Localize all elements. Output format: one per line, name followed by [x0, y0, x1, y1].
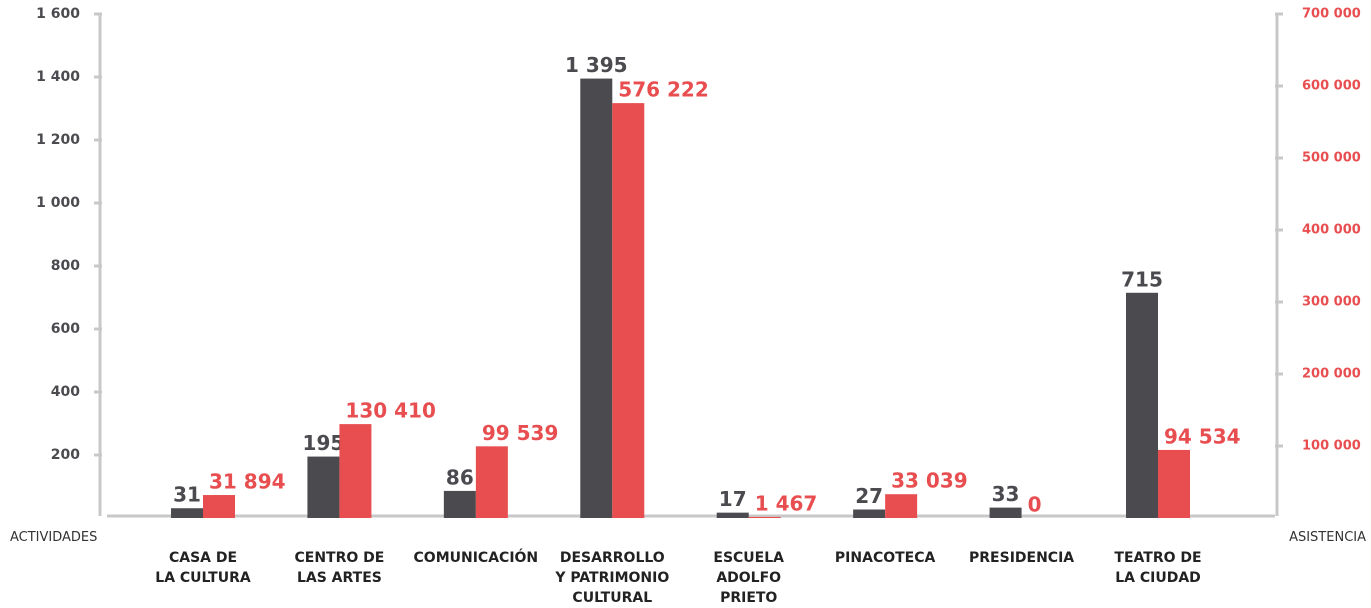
- value-label: 195: [303, 431, 345, 455]
- bar: [716, 512, 749, 518]
- value-label: 715: [1121, 267, 1163, 291]
- y2-tick-label: 300 000: [1302, 295, 1361, 310]
- y2-tick-label: 500 000: [1302, 151, 1361, 166]
- bar: [443, 490, 476, 518]
- bar: [339, 424, 372, 518]
- y-axis-label: ACTIVIDADES: [10, 530, 98, 545]
- value-label: 27: [855, 484, 883, 508]
- bar: [475, 446, 508, 518]
- value-label: 31: [173, 483, 201, 507]
- x-tick-label: CASA DE LA CULTURA: [155, 550, 251, 586]
- y-tick-label: 1 200: [36, 132, 80, 148]
- value-label: 94 534: [1164, 424, 1241, 448]
- y2-tick-label: 400 000: [1302, 223, 1361, 238]
- value-label: 0: [1028, 493, 1042, 517]
- value-label: 33 039: [891, 469, 968, 493]
- value-label: 1 395: [565, 53, 628, 77]
- y-tick-label: 1 000: [36, 195, 80, 211]
- y2-axis-label: ASISTENCIA: [1289, 530, 1366, 545]
- bar: [748, 516, 781, 518]
- y2-tick-label: 200 000: [1302, 367, 1361, 382]
- y-tick-label: 800: [51, 258, 80, 274]
- value-label: 31 894: [209, 470, 286, 494]
- value-label: 86: [446, 465, 474, 489]
- x-tick-label: CENTRO DE LAS ARTES: [294, 550, 385, 586]
- value-label: 99 539: [482, 421, 559, 445]
- y-tick-label: 1 400: [36, 69, 80, 85]
- y2-tick-label: 100 000: [1302, 439, 1361, 454]
- y-tick-label: 200: [51, 447, 80, 463]
- value-label: 33: [992, 482, 1020, 506]
- y2-tick-label: 700 000: [1302, 7, 1361, 22]
- value-label: 130 410: [345, 399, 435, 423]
- bar: [171, 508, 203, 518]
- y-tick-label: 1 600: [36, 6, 80, 22]
- bar: [307, 456, 340, 518]
- bar: [853, 509, 886, 518]
- bar: [1158, 449, 1190, 518]
- bar: [1126, 292, 1158, 518]
- y-tick-label: 400: [51, 384, 80, 400]
- bar: [885, 494, 918, 518]
- bar: [580, 78, 613, 518]
- y-tick-label: 600: [51, 321, 80, 337]
- bar: [203, 495, 235, 518]
- bar: [989, 507, 1022, 518]
- x-tick-label: ESCUELA ADOLFO PRIETO: [713, 550, 784, 606]
- value-label: 576 222: [618, 78, 708, 102]
- x-tick-label: DESARROLLO Y PATRIMONIO CULTURAL: [555, 550, 670, 606]
- x-tick-label: PINACOTECA: [834, 550, 936, 566]
- value-label: 1 467: [755, 491, 818, 515]
- value-label: 17: [719, 487, 747, 511]
- x-tick-label: TEATRO DE LA CIUDAD: [1114, 550, 1202, 586]
- bar: [612, 103, 645, 518]
- x-tick-label: PRESIDENCIA: [969, 550, 1075, 566]
- y2-tick-label: 600 000: [1302, 79, 1361, 94]
- x-tick-label: COMUNICACIÓN: [413, 550, 539, 566]
